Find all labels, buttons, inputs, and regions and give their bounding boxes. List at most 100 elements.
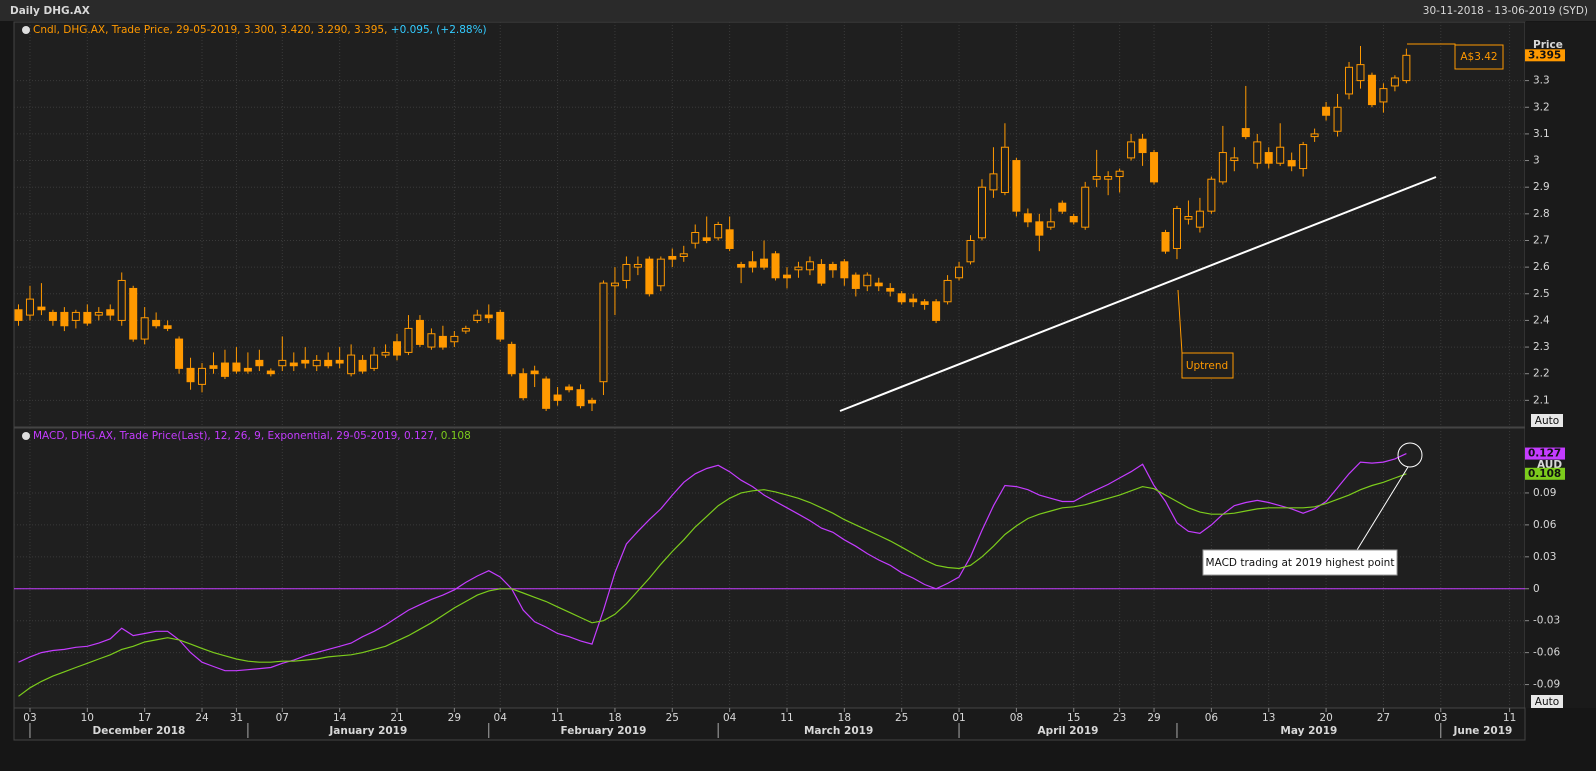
candle-body [14,309,23,321]
candle-body [530,370,539,375]
candle-body [71,311,80,321]
x-tick-label: 24 [195,712,209,724]
candle-body [255,359,264,367]
candle-body [1012,160,1021,212]
candle-body [955,266,964,279]
candle-body [1345,66,1354,95]
candle-body [358,359,367,372]
annotation-leader [1177,289,1183,354]
candle-body [977,186,986,239]
y-tick-label: 2.6 [1533,261,1550,273]
candle-body [714,224,723,239]
candle-body [129,287,138,340]
x-tick-label: 10 [81,712,94,724]
x-tick-label: 29 [1147,712,1160,724]
auto-button[interactable] [1531,695,1563,708]
candle-body [1299,144,1308,170]
annotation-text: MACD trading at 2019 highest point [1206,557,1395,569]
auto-button-label[interactable]: Auto [1535,696,1559,708]
candle-body [622,263,631,281]
candle-body [1127,141,1136,159]
scale-buttons: Auto Auto [1531,414,1563,708]
y-tick-label: 3.3 [1533,75,1550,87]
candle-body [679,253,688,257]
candle-body [909,298,918,303]
x-tick-label: 06 [1205,712,1219,724]
candle-body [1195,210,1204,228]
x-tick-label: 13 [1262,712,1275,724]
x-tick-label: 18 [608,712,621,724]
value-tag-box [1525,467,1565,480]
candle-body [897,293,906,303]
candle-body [1379,88,1388,103]
x-tick-label: 04 [494,712,508,724]
y-tick-label: 0.03 [1533,551,1556,563]
value-tag: 0.108 [1528,468,1561,480]
candle-body [1402,54,1411,82]
candle-body [427,333,436,348]
candle-body [106,309,115,316]
candle-body [117,279,126,321]
candle-body [1092,176,1101,180]
candle-body [1035,221,1044,236]
candle-body [163,325,172,329]
candle-body [37,306,46,311]
candle-body [198,367,207,385]
candle-body [381,351,390,356]
auto-button-label[interactable]: Auto [1535,415,1559,427]
candle-body [1184,216,1193,220]
candle-body [140,317,149,340]
candle-body [1161,231,1170,252]
y-tick-label: 0.06 [1533,519,1557,531]
x-tick-label: 27 [1377,712,1390,724]
candle-body [301,359,310,364]
candle-body [220,362,229,377]
x-tick-label: 29 [448,712,461,724]
auto-button[interactable] [1531,414,1563,427]
candle-body [1322,106,1331,116]
candle-body [404,327,413,353]
candle-body [1000,146,1009,194]
candle-body [1069,216,1078,223]
legend-icon [22,432,30,440]
candle-body [266,370,275,375]
candle-body [828,263,837,271]
candle-body [393,341,402,356]
annotation-leader [1356,466,1409,551]
legend-change: +0.095, (+2.88%) [391,24,487,36]
candle-body [668,255,677,260]
annotation-text: Uptrend [1186,360,1228,372]
candle-body [840,261,849,279]
month-label: December 2018 [93,725,186,737]
candle-body [863,274,872,287]
candle-body [576,389,585,407]
candle-body [25,298,34,316]
x-tick-label: 21 [390,712,403,724]
annotation-box [1454,44,1504,70]
y-tick-label: 2.5 [1533,288,1550,300]
annotation-box [1181,352,1234,379]
trend-line [839,176,1437,412]
annotation-box [1202,549,1398,576]
candle-body [1081,186,1090,228]
candle-body [656,258,665,287]
candle-body [83,311,92,324]
candle-body [1058,202,1067,212]
candle-body [748,261,757,268]
legend-ohlc: Cndl, DHG.AX, Trade Price, 29-05-2019, 3… [33,24,387,36]
x-tick-label: 23 [1113,712,1126,724]
legend-icon [22,26,30,34]
y-tick-label: -0.09 [1533,679,1560,691]
legend-signal: 0.108 [441,430,471,442]
month-label: April 2019 [1038,725,1099,737]
series-line [18,473,1407,697]
grid [14,22,1525,708]
candle-body [278,359,287,367]
candle-body [243,367,252,372]
candle-body [1150,152,1159,183]
price-tag-box [1525,49,1565,62]
candle-body [1253,141,1262,164]
candle-body [484,314,493,319]
annotation-text: A$3.42 [1460,51,1497,63]
